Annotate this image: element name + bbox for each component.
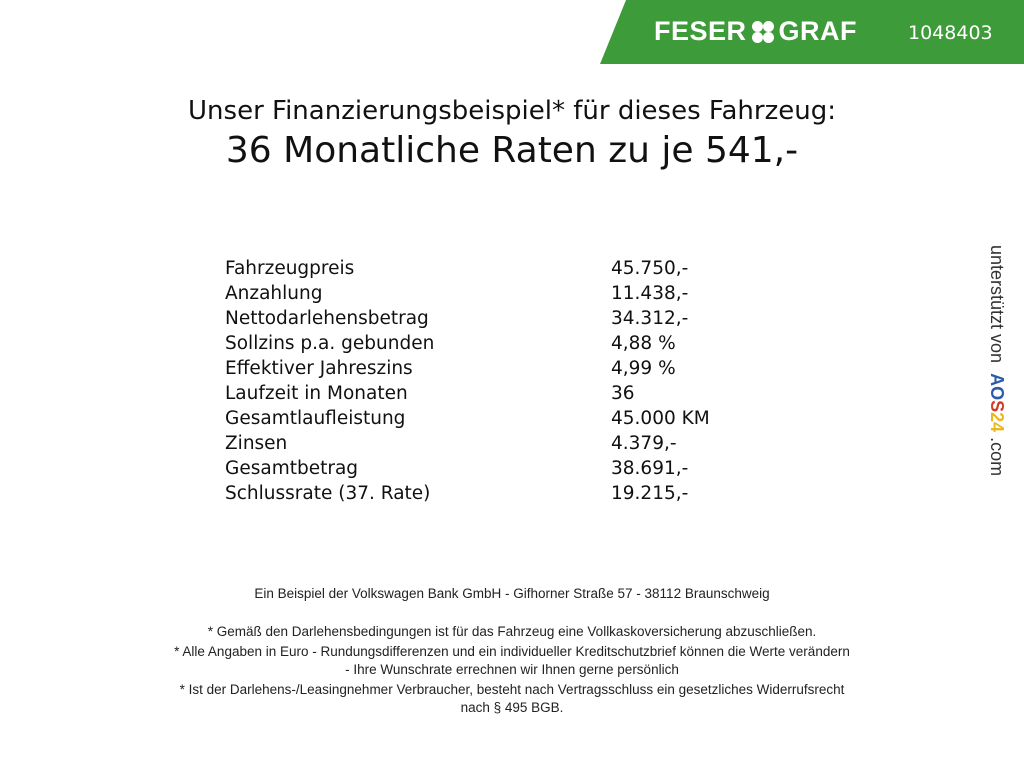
footnote-2a: * Alle Angaben in Euro - Rundungsdiffere… — [174, 644, 850, 659]
footnote-3a: * Ist der Darlehens-/Leasingnehmer Verbr… — [179, 682, 845, 697]
table-row: Fahrzeugpreis 45.750,- — [225, 258, 785, 283]
row-value: 4,88 % — [611, 333, 676, 354]
row-label: Fahrzeugpreis — [225, 258, 355, 279]
table-row: Nettodarlehensbetrag 34.312,- — [225, 308, 785, 333]
row-label: Laufzeit in Monaten — [225, 383, 408, 404]
table-row: Gesamtlaufleistung 45.000 KM — [225, 408, 785, 433]
table-row: Zinsen 4.379,- — [225, 433, 785, 458]
financing-table: Fahrzeugpreis 45.750,- Anzahlung 11.438,- … — [225, 258, 785, 508]
table-row: Effektiver Jahreszins 4,99 % — [225, 358, 785, 383]
row-value: 38.691,- — [611, 458, 689, 479]
row-value: 19.215,- — [611, 483, 689, 504]
row-label: Effektiver Jahreszins — [225, 358, 413, 379]
brand-banner — [600, 0, 1024, 64]
row-value: 36 — [611, 383, 635, 404]
clover-icon — [751, 20, 775, 44]
row-label: Nettodarlehensbetrag — [225, 308, 429, 329]
footnote-2b: - Ihre Wunschrate errechnen wir Ihnen ge… — [345, 662, 679, 677]
table-row: Schlussrate (37. Rate) 19.215,- — [225, 483, 785, 508]
row-value: 4.379,- — [611, 433, 677, 454]
table-row: Gesamtbetrag 38.691,- — [225, 458, 785, 483]
brand-name-2: GRAF — [778, 16, 858, 46]
row-label: Gesamtlaufleistung — [225, 408, 406, 429]
footnote-3b: nach § 495 BGB. — [460, 700, 564, 715]
row-label: Schlussrate (37. Rate) — [225, 483, 431, 504]
bank-info: Ein Beispiel der Volkswagen Bank GmbH - … — [254, 586, 770, 601]
brand-name-1: FESER — [654, 16, 747, 46]
row-value: 34.312,- — [611, 308, 689, 329]
financing-title: Unser Finanzierungsbeispiel* für dieses … — [188, 96, 836, 126]
row-label: Sollzins p.a. gebunden — [225, 333, 435, 354]
row-value: 45.000 KM — [611, 408, 710, 429]
monthly-rate-headline: 36 Monatliche Raten zu je 541,- — [225, 130, 799, 171]
aos24-domain: .com — [987, 437, 1007, 477]
row-label: Zinsen — [225, 433, 288, 454]
table-row: Anzahlung 11.438,- — [225, 283, 785, 308]
brand-logo: FESER GRAF — [654, 16, 857, 47]
table-row: Laufzeit in Monaten 36 — [225, 383, 785, 408]
row-label: Anzahlung — [225, 283, 323, 304]
vehicle-number: 1048403 — [908, 22, 993, 44]
row-label: Gesamtbetrag — [225, 458, 359, 479]
row-value: 4,99 % — [611, 358, 676, 379]
row-value: 45.750,- — [611, 258, 689, 279]
supported-by: unterstützt von AOS24 .com — [985, 245, 1015, 525]
row-value: 11.438,- — [611, 283, 689, 304]
footnote-1: * Gemäß den Darlehensbedingungen ist für… — [207, 624, 817, 639]
table-row: Sollzins p.a. gebunden 4,88 % — [225, 333, 785, 358]
supported-by-text: unterstützt von — [987, 245, 1007, 364]
aos24-logo: AOS24 — [987, 373, 1007, 433]
